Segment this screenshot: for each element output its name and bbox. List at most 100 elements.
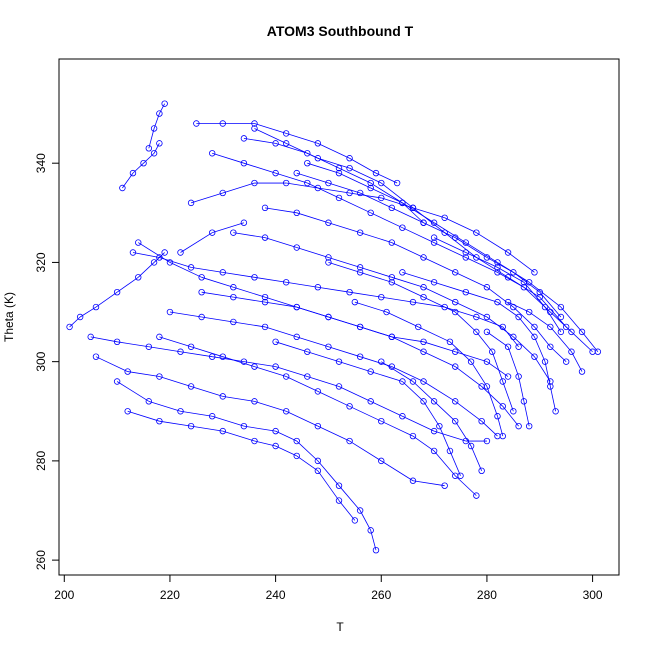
series-line-segment xyxy=(286,281,318,288)
series-line-segment xyxy=(544,361,551,387)
series-line-segment xyxy=(338,197,371,214)
data-point xyxy=(150,150,158,157)
data-point xyxy=(314,388,322,395)
series-20 xyxy=(293,169,565,321)
data-point xyxy=(452,308,459,316)
series-line-segment xyxy=(402,271,435,283)
y-axis-label: Theta (K) xyxy=(2,292,16,342)
data-point xyxy=(119,184,126,192)
series-line-segment xyxy=(328,316,361,328)
series-line-segment xyxy=(201,316,234,323)
data-point xyxy=(113,378,121,385)
series-line-segment xyxy=(117,341,149,348)
data-point xyxy=(430,427,438,435)
series-line-segment xyxy=(275,341,308,353)
data-point xyxy=(578,368,586,375)
data-point xyxy=(325,179,332,187)
data-point xyxy=(346,155,353,162)
series-line-segment xyxy=(581,331,599,352)
series-line-segment xyxy=(307,376,340,387)
data-point xyxy=(335,169,343,177)
series-line-segment xyxy=(328,257,361,268)
data-point xyxy=(187,422,195,430)
series-line-segment xyxy=(143,152,155,164)
data-point xyxy=(568,348,575,355)
data-point xyxy=(166,259,174,266)
series-line-segment xyxy=(454,366,482,387)
data-point xyxy=(356,229,364,236)
data-point xyxy=(304,159,311,167)
series-line-segment xyxy=(296,440,319,462)
data-point xyxy=(562,358,570,365)
data-point xyxy=(314,457,322,465)
data-point xyxy=(251,398,258,405)
series-26 xyxy=(399,269,559,415)
data-point xyxy=(525,308,533,316)
data-point xyxy=(399,199,406,207)
series-line-segment xyxy=(201,276,234,288)
data-point xyxy=(156,140,163,147)
series-line-segment xyxy=(507,346,519,377)
series-line-segment xyxy=(370,530,377,551)
series-line-segment xyxy=(465,242,498,263)
series-line-segment xyxy=(381,197,414,209)
series-line-segment xyxy=(497,267,525,283)
series-line-segment xyxy=(439,425,451,452)
data-point xyxy=(378,358,385,365)
series-line-segment xyxy=(338,386,371,402)
data-point xyxy=(473,229,480,236)
data-point xyxy=(452,348,459,355)
data-point xyxy=(129,169,137,177)
series-line-segment xyxy=(534,336,546,362)
y-tick-label: 340 xyxy=(34,153,48,173)
series-line-segment xyxy=(391,336,424,343)
series-11 xyxy=(87,333,491,445)
data-point xyxy=(452,417,459,425)
data-point xyxy=(230,293,237,301)
data-point xyxy=(473,313,480,321)
series-line-segment xyxy=(132,162,144,174)
series-line-segment xyxy=(497,271,525,288)
series-line-segment xyxy=(370,182,403,204)
data-point xyxy=(351,517,359,524)
series-line-segment xyxy=(423,286,456,303)
series-line-segment xyxy=(433,242,466,258)
series-16 xyxy=(166,308,501,440)
series-line-segment xyxy=(412,381,435,402)
series-line-segment xyxy=(497,416,504,437)
x-axis: 200 220 240 260 280 300 xyxy=(54,574,603,602)
data-point xyxy=(261,298,269,306)
x-axis-label: T xyxy=(336,620,344,634)
data-point xyxy=(547,383,554,390)
y-axis: 260 280 300 320 340 xyxy=(34,153,60,570)
data-point xyxy=(420,254,427,261)
series-line-segment xyxy=(486,316,514,338)
data-point xyxy=(378,293,385,301)
data-point xyxy=(193,120,200,127)
data-point xyxy=(499,432,506,440)
series-line-segment xyxy=(338,485,361,511)
series-line-segment xyxy=(360,271,392,283)
data-point xyxy=(430,447,438,455)
data-point xyxy=(314,284,322,291)
series-line-segment xyxy=(317,157,350,169)
data-point xyxy=(483,358,491,365)
data-point xyxy=(66,323,73,331)
series-line-segment xyxy=(148,128,155,149)
series-2 xyxy=(145,100,168,152)
series-line-segment xyxy=(454,311,477,333)
data-point xyxy=(219,120,226,127)
data-point xyxy=(399,224,406,231)
series-line-segment xyxy=(423,341,456,353)
series-line-segment xyxy=(391,242,424,258)
data-point xyxy=(293,452,300,460)
data-point xyxy=(304,179,311,187)
series-line-segment xyxy=(497,301,519,318)
data-point xyxy=(367,209,374,217)
series-line-segment xyxy=(528,281,562,308)
data-point xyxy=(441,214,448,221)
series-line-segment xyxy=(159,420,192,427)
data-point xyxy=(135,239,142,246)
data-point xyxy=(314,140,322,147)
data-point xyxy=(420,284,427,291)
